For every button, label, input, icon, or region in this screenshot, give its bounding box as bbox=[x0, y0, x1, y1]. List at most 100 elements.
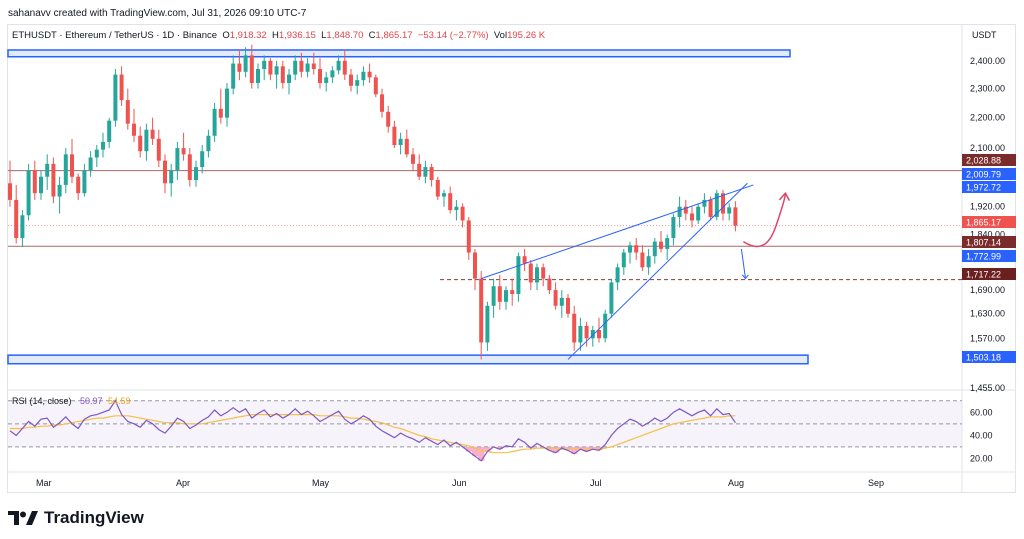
time-tick-label: Apr bbox=[176, 478, 190, 488]
candle-body bbox=[541, 267, 546, 279]
demand-zone bbox=[7, 354, 809, 365]
candle-body bbox=[318, 69, 322, 83]
price-axis-label: 1,807.14 bbox=[966, 238, 1001, 248]
symbol-legend: ETHUSDT · Ethereum / TetherUS · 1D · Bin… bbox=[12, 30, 545, 41]
candle-body bbox=[144, 129, 149, 152]
candle-body bbox=[485, 305, 490, 343]
candle-body bbox=[26, 170, 31, 216]
candle-body bbox=[132, 123, 136, 136]
price-axis-label: 1,717.22 bbox=[966, 270, 1001, 280]
candle-body bbox=[51, 163, 56, 197]
price-axis-label-bg bbox=[962, 168, 1016, 180]
price-axis-label-bg bbox=[962, 154, 1016, 166]
candle-body bbox=[256, 69, 260, 83]
candle-body bbox=[423, 167, 428, 177]
candle-body bbox=[274, 66, 279, 75]
candle-body bbox=[181, 148, 186, 155]
candle-body bbox=[429, 167, 434, 180]
candle-body bbox=[82, 170, 87, 194]
candle-body bbox=[206, 135, 211, 152]
candle-body bbox=[355, 80, 360, 86]
price-axis-label: 1,972.72 bbox=[966, 183, 1001, 193]
price-tick-label: 1,840.00 bbox=[970, 230, 1005, 240]
candle-body bbox=[194, 167, 198, 180]
candle-body bbox=[435, 179, 440, 197]
candle-body bbox=[380, 94, 384, 112]
tradingview-logo-icon bbox=[8, 511, 38, 525]
price-axis-label-bg bbox=[962, 250, 1016, 262]
candle-body bbox=[572, 313, 577, 343]
candle-body bbox=[677, 206, 682, 217]
rsi-oversold-fill bbox=[589, 446, 596, 450]
candle-body bbox=[107, 120, 112, 142]
open-value: 1,918.32 bbox=[229, 30, 267, 41]
candle-body bbox=[76, 176, 81, 194]
candle-body bbox=[324, 77, 329, 83]
bullish-arrow-head bbox=[778, 191, 791, 201]
price-axis-label-bg bbox=[962, 181, 1016, 193]
candle-body bbox=[553, 290, 558, 306]
candle-body bbox=[578, 325, 583, 343]
price-axis-label: 2,009.79 bbox=[966, 170, 1001, 180]
rsi-ma-value: 54.59 bbox=[108, 396, 131, 406]
candle-body bbox=[516, 256, 521, 294]
candle-body bbox=[727, 207, 732, 214]
price-axis-label-bg bbox=[962, 268, 1016, 280]
candle-body bbox=[417, 163, 422, 177]
candle-body bbox=[262, 60, 267, 70]
candle-body bbox=[671, 216, 676, 239]
candle-body bbox=[460, 206, 465, 221]
volume-value: 195.26 K bbox=[507, 30, 546, 41]
candle-body bbox=[8, 183, 12, 200]
candle-body bbox=[119, 74, 124, 101]
candle-body bbox=[63, 154, 68, 185]
candle-body bbox=[621, 252, 626, 268]
candle-body bbox=[640, 252, 645, 268]
candle-body bbox=[708, 199, 713, 217]
rsi-tick-label: 20.00 bbox=[970, 453, 993, 463]
candle-body bbox=[39, 176, 43, 194]
candle-body bbox=[609, 282, 614, 314]
price-axis-label: 2,028.88 bbox=[966, 156, 1001, 166]
candle-body bbox=[479, 278, 484, 343]
candle-body bbox=[287, 74, 291, 83]
candle-body bbox=[392, 126, 397, 145]
candle-body bbox=[504, 290, 508, 302]
candle-body bbox=[398, 138, 403, 145]
candle-body bbox=[150, 129, 155, 139]
candle-body bbox=[299, 60, 304, 72]
symbol-title[interactable]: ETHUSDT · Ethereum / TetherUS · 1D · Bin… bbox=[12, 30, 218, 41]
candle-body bbox=[336, 60, 341, 71]
candle-body bbox=[714, 193, 719, 217]
high-label: H bbox=[271, 30, 279, 41]
candle-body bbox=[547, 278, 552, 291]
rsi-tick-label: 60.00 bbox=[970, 407, 993, 417]
price-tick-label: 1,630.00 bbox=[970, 309, 1005, 319]
bearish-arrow-head bbox=[742, 274, 749, 280]
candle-body bbox=[305, 63, 310, 72]
candle-body bbox=[138, 135, 143, 152]
close-label: C bbox=[368, 30, 376, 41]
time-tick-label: Sep bbox=[868, 478, 884, 488]
logo-text: TradingView bbox=[44, 508, 144, 527]
rsi-title: RSI (14, close) bbox=[12, 396, 72, 406]
candle-body bbox=[57, 184, 62, 197]
candle-body bbox=[169, 170, 174, 184]
tradingview-logo[interactable]: TradingView bbox=[8, 508, 144, 528]
price-tick-label: 2,100.00 bbox=[970, 143, 1005, 153]
time-tick-label: Aug bbox=[728, 478, 744, 488]
candle-body bbox=[473, 252, 477, 279]
candle-body bbox=[113, 74, 118, 121]
supply-zone bbox=[7, 49, 791, 58]
candle-body bbox=[231, 63, 236, 89]
candle-body bbox=[628, 245, 632, 253]
rsi-oversold-fill bbox=[496, 446, 503, 450]
candle-body bbox=[404, 138, 409, 155]
candle-body bbox=[696, 206, 701, 221]
high-value: 1,936.15 bbox=[278, 30, 316, 41]
rsi-oversold-fill bbox=[484, 446, 491, 452]
candle-body bbox=[646, 256, 651, 268]
rsi-value: 50.97 bbox=[80, 396, 103, 406]
candle-body bbox=[597, 329, 601, 339]
